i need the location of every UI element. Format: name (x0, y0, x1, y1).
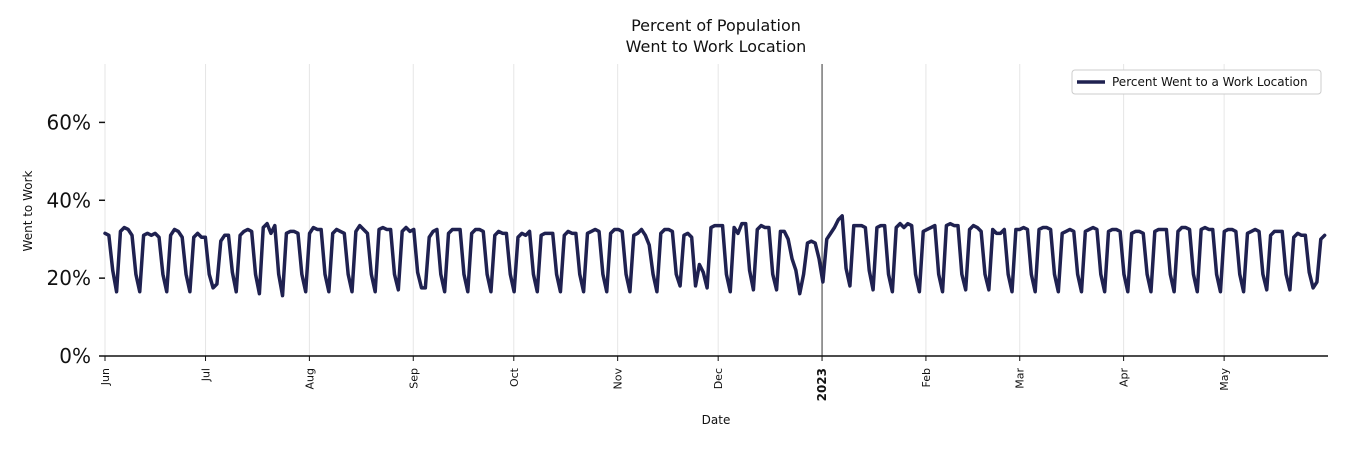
x-tick-label-jun: Jun (99, 368, 112, 386)
y-tick-label-60: 60% (47, 110, 91, 134)
x-tick-label-feb: Feb (920, 368, 933, 387)
chart-title-line-2: Went to Work Location (626, 37, 807, 56)
x-tick-label-sep: Sep (407, 368, 420, 389)
x-tick-label-oct: Oct (508, 367, 521, 387)
chart-title-line-1: Percent of Population (631, 16, 801, 35)
x-tick-label-2023: 2023 (815, 368, 829, 401)
y-tick-label-40: 40% (47, 188, 91, 212)
vertical-grid (104, 64, 1225, 356)
y-axis-label: Went to Work (21, 170, 35, 251)
x-tick-label-may: May (1218, 368, 1231, 391)
x-axis-label: Date (702, 413, 731, 427)
series-line-went-to-work (103, 214, 1327, 298)
x-tick-label-aug: Aug (303, 368, 316, 389)
x-axis-ticks: Jun Jul Aug Sep Oct Nov Dec 2023 Feb Mar Apr May (99, 356, 1231, 401)
y-tick-label-0: 0% (59, 344, 91, 368)
x-tick-label-dec: Dec (712, 368, 725, 389)
x-tick-label-apr: Apr (1118, 368, 1131, 388)
y-axis-ticks: 0% 20% 40% 60% (47, 110, 105, 368)
x-tick-label-nov: Nov (612, 368, 625, 390)
legend-box (1071, 69, 1322, 95)
legend: Percent Went to a Work Location (1071, 69, 1322, 95)
legend-label: Percent Went to a Work Location (1112, 75, 1308, 89)
y-tick-label-20: 20% (47, 266, 91, 290)
x-tick-label-jul: Jul (200, 368, 213, 382)
x-tick-label-mar: Mar (1014, 368, 1027, 389)
